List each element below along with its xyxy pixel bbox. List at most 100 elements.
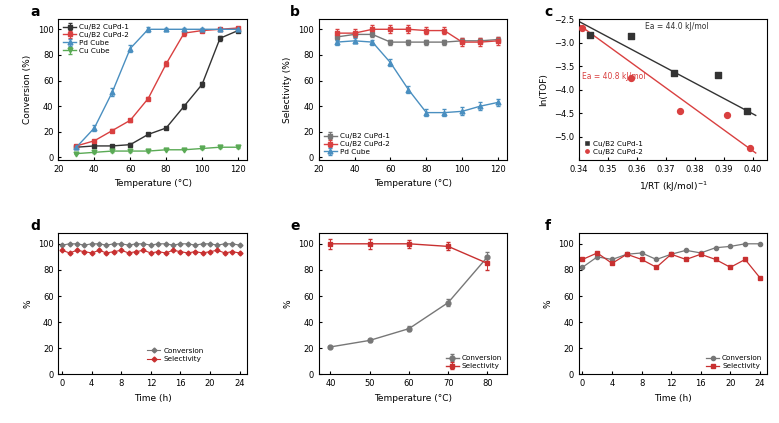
- Conversion: [235, 242, 245, 247]
- Cu/B2 CuPd-2: [625, 74, 637, 81]
- Line: Conversion: Conversion: [580, 242, 762, 269]
- X-axis label: Temperature (°C): Temperature (°C): [114, 179, 192, 189]
- Selectivity: [117, 248, 126, 253]
- Conversion: [72, 241, 82, 246]
- Selectivity: [146, 250, 156, 255]
- Text: d: d: [30, 220, 40, 233]
- Selectivity: [227, 249, 237, 254]
- Selectivity: [72, 248, 82, 253]
- Y-axis label: %: %: [544, 299, 552, 308]
- Conversion: [161, 241, 171, 246]
- Legend: Cu/B2 CuPd-1, Cu/B2 CuPd-2: Cu/B2 CuPd-1, Cu/B2 CuPd-2: [583, 139, 643, 157]
- Text: a: a: [30, 5, 40, 19]
- Selectivity: [711, 257, 721, 262]
- Y-axis label: Selectivity (%): Selectivity (%): [284, 56, 292, 123]
- Conversion: [168, 242, 178, 247]
- Selectivity: [102, 250, 111, 255]
- Conversion: [153, 241, 163, 246]
- Selectivity: [726, 265, 735, 270]
- X-axis label: Time (h): Time (h): [134, 394, 171, 403]
- X-axis label: Temperature (°C): Temperature (°C): [374, 179, 452, 189]
- Cu/B2 CuPd-1: [741, 107, 753, 114]
- Legend: Cu/B2 CuPd-1, Cu/B2 CuPd-2, Pd Cube: Cu/B2 CuPd-1, Cu/B2 CuPd-2, Pd Cube: [323, 132, 391, 157]
- Selectivity: [682, 257, 691, 262]
- Conversion: [146, 242, 156, 247]
- Selectivity: [168, 248, 178, 253]
- Conversion: [206, 241, 215, 246]
- Conversion: [726, 244, 735, 249]
- Selectivity: [213, 248, 222, 253]
- Text: c: c: [545, 5, 553, 19]
- Text: e: e: [291, 220, 300, 233]
- Text: Ea = 40.8 kJ/mol: Ea = 40.8 kJ/mol: [582, 72, 645, 81]
- Selectivity: [220, 250, 230, 255]
- Cu/B2 CuPd-2: [674, 107, 686, 114]
- Conversion: [637, 250, 647, 255]
- X-axis label: 1/RT (kJ/mol)$^{-1}$: 1/RT (kJ/mol)$^{-1}$: [639, 179, 707, 194]
- Selectivity: [124, 250, 133, 255]
- Conversion: [87, 241, 97, 246]
- Conversion: [109, 241, 118, 246]
- Text: Ea = 44.0 kJ/mol: Ea = 44.0 kJ/mol: [646, 22, 709, 31]
- Conversion: [711, 245, 721, 250]
- Conversion: [622, 252, 632, 257]
- Conversion: [227, 241, 237, 246]
- Conversion: [198, 241, 207, 246]
- Selectivity: [132, 249, 141, 254]
- Cu/B2 CuPd-1: [625, 33, 637, 40]
- Selectivity: [696, 252, 706, 257]
- Y-axis label: Conversion (%): Conversion (%): [23, 55, 32, 124]
- Line: Selectivity: Selectivity: [580, 251, 762, 280]
- Legend: Conversion, Selectivity: Conversion, Selectivity: [445, 354, 503, 371]
- Selectivity: [652, 265, 661, 270]
- Y-axis label: %: %: [284, 299, 292, 308]
- Conversion: [220, 241, 230, 246]
- Conversion: [183, 241, 192, 246]
- Conversion: [79, 242, 89, 247]
- Conversion: [578, 265, 587, 270]
- Conversion: [593, 254, 602, 259]
- Conversion: [682, 248, 691, 253]
- Conversion: [65, 241, 74, 246]
- Conversion: [667, 252, 676, 257]
- X-axis label: Time (h): Time (h): [654, 394, 692, 403]
- Selectivity: [593, 250, 602, 255]
- Cu/B2 CuPd-2: [576, 25, 588, 32]
- Text: b: b: [291, 5, 300, 19]
- Conversion: [139, 241, 148, 246]
- Conversion: [608, 257, 617, 262]
- Y-axis label: %: %: [23, 299, 32, 308]
- Selectivity: [58, 248, 67, 253]
- Selectivity: [183, 250, 192, 255]
- Conversion: [756, 241, 765, 246]
- Legend: Conversion, Selectivity: Conversion, Selectivity: [146, 346, 205, 364]
- Selectivity: [161, 250, 171, 255]
- Selectivity: [65, 250, 74, 255]
- Legend: Conversion, Selectivity: Conversion, Selectivity: [705, 354, 763, 371]
- Selectivity: [206, 249, 215, 254]
- Conversion: [94, 241, 104, 246]
- Legend: Cu/B2 CuPd-1, Cu/B2 CuPd-2, Pd Cube, Cu Cube: Cu/B2 CuPd-1, Cu/B2 CuPd-2, Pd Cube, Cu …: [62, 23, 131, 55]
- Selectivity: [756, 275, 765, 280]
- Cu/B2 CuPd-2: [721, 112, 733, 119]
- Text: f: f: [545, 220, 551, 233]
- Conversion: [124, 242, 133, 247]
- Selectivity: [198, 250, 207, 255]
- Conversion: [741, 241, 750, 246]
- Selectivity: [153, 249, 163, 254]
- Selectivity: [667, 252, 676, 257]
- Conversion: [652, 257, 661, 262]
- Selectivity: [87, 250, 97, 255]
- Selectivity: [235, 250, 245, 255]
- Selectivity: [94, 248, 104, 253]
- Cu/B2 CuPd-1: [584, 32, 597, 39]
- Selectivity: [578, 257, 587, 262]
- Selectivity: [139, 248, 148, 253]
- Selectivity: [176, 249, 185, 254]
- Conversion: [191, 242, 200, 247]
- Conversion: [102, 242, 111, 247]
- Conversion: [132, 241, 141, 246]
- Selectivity: [608, 261, 617, 266]
- Cu/B2 CuPd-1: [668, 70, 681, 77]
- Selectivity: [741, 257, 750, 262]
